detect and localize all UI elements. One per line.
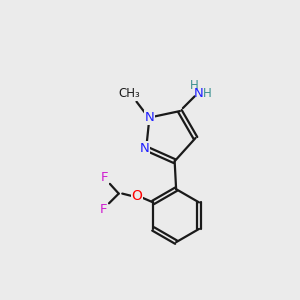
Text: H: H (202, 88, 211, 100)
Text: N: N (193, 88, 203, 100)
Text: F: F (101, 171, 109, 184)
Text: N: N (145, 111, 154, 124)
Text: N: N (140, 142, 150, 155)
Text: CH₃: CH₃ (119, 88, 141, 100)
Text: O: O (131, 189, 142, 203)
Text: H: H (190, 79, 199, 92)
Text: F: F (100, 203, 108, 216)
